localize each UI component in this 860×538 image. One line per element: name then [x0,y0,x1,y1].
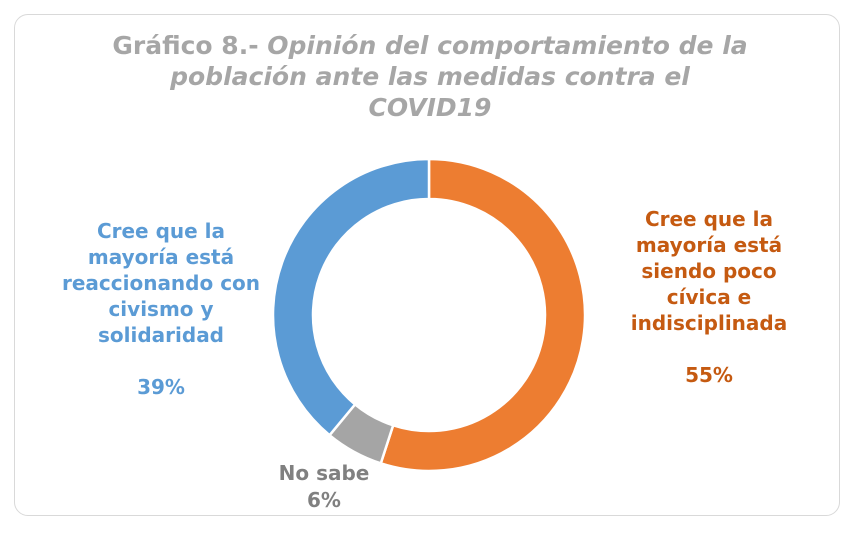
label-indisciplinada-line-2: mayoría está [635,233,783,257]
label-civismo-line-3: reaccionando con [61,271,261,295]
label-indisciplinada-line-1: Cree que la [644,207,774,231]
label-civismo-line-1: Cree que la [96,219,226,243]
label-indisciplinada-line-4: cívica e [666,285,752,309]
label-indisciplinada-line-5: indisciplinada [630,311,788,335]
label-civismo-line-5: solidaridad [97,323,224,347]
label-no-sabe-line-1: No sabe [278,461,370,485]
label-civismo: Cree que la mayoría está reaccionando co… [45,218,277,400]
label-no-sabe: No sabe 6% [268,460,380,514]
label-indisciplinada: Cree que la mayoría está siendo poco cív… [605,206,813,388]
label-civismo-percent: 39% [137,375,185,399]
chart-title-prefix: Gráfico 8.- [112,31,268,60]
label-indisciplinada-percent: 55% [685,363,733,387]
label-no-sabe-percent: 6% [307,488,341,512]
chart-title-line-3: COVID19 [368,93,492,122]
label-civismo-line-4: civismo y [108,297,214,321]
chart-title-line-2: población ante las medidas contra el [170,62,690,91]
slice-indisciplinada [379,157,587,473]
label-indisciplinada-line-3: siendo poco [641,259,777,283]
chart-title-line-1: Opinión del comportamiento de la [267,31,748,60]
slice-civismo [271,157,431,437]
chart-title: Gráfico 8.- Opinión del comportamiento d… [80,30,780,123]
label-civismo-line-2: mayoría está [87,245,235,269]
